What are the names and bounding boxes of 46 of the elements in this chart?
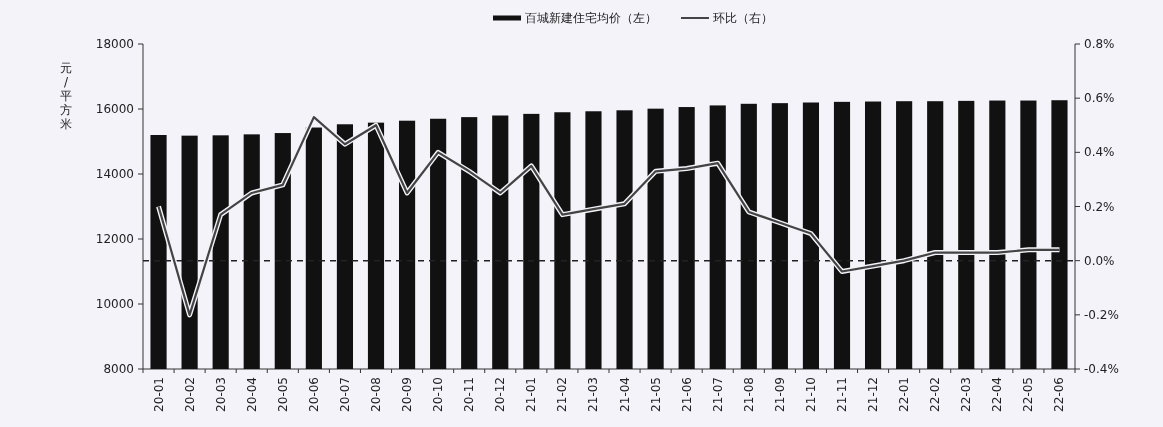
legend-label: 环比（右） <box>713 11 773 25</box>
y2-tick-label: 0.4% <box>1084 145 1115 160</box>
y2-tick-label: 0.6% <box>1084 91 1115 106</box>
y-tick-label: 10000 <box>95 297 134 311</box>
legend-label: 百城新建住宅均价（左） <box>525 11 657 25</box>
x-tick-label: 21-08 <box>741 377 756 412</box>
x-tick-label: 21-09 <box>772 377 787 412</box>
y2-tick-label: 0.0% <box>1084 253 1115 268</box>
y-tick-label: 16000 <box>95 102 134 116</box>
x-tick-label: 21-02 <box>555 377 570 412</box>
x-tick-label: 20-04 <box>244 377 259 412</box>
x-tick-label: 20-09 <box>400 377 415 412</box>
x-tick-label: 20-07 <box>337 377 352 412</box>
x-tick-label: 20-01 <box>151 377 166 412</box>
x-tick-label: 21-01 <box>524 377 539 412</box>
x-tick-label: 21-10 <box>803 377 818 412</box>
y2-tick-label: -0.2% <box>1084 307 1119 322</box>
x-tick-label: 22-03 <box>959 377 974 412</box>
x-tick-label: 21-07 <box>710 377 725 412</box>
x-tick-label: 20-08 <box>369 377 383 412</box>
x-tick-label: 20-06 <box>306 377 321 412</box>
y-tick-label: 12000 <box>95 232 134 246</box>
x-tick-label: 21-12 <box>866 377 881 412</box>
x-tick-label: 20-02 <box>182 377 197 412</box>
y-tick-label: 8000 <box>103 362 134 376</box>
x-tick-label: 20-03 <box>213 377 228 412</box>
x-tick-label: 20-12 <box>493 377 508 412</box>
x-tick-label: 20-10 <box>431 377 446 412</box>
x-tick-label: 22-05 <box>1021 377 1036 412</box>
y-tick-label: 18000 <box>95 37 134 51</box>
x-tick-label: 22-01 <box>897 377 912 412</box>
x-tick-label: 22-04 <box>990 377 1005 412</box>
x-tick-label: 21-06 <box>679 377 694 412</box>
x-tick-label: 21-04 <box>617 377 632 412</box>
y2-tick-label: -0.4% <box>1084 362 1119 376</box>
y-tick-label: 14000 <box>95 167 134 181</box>
x-tick-label: 21-05 <box>648 377 663 412</box>
x-tick-label: 22-06 <box>1052 377 1067 412</box>
x-tick-label: 22-02 <box>928 377 943 412</box>
y2-tick-label: 0.8% <box>1084 37 1115 51</box>
x-tick-label: 21-11 <box>835 377 849 412</box>
x-tick-label: 21-03 <box>586 377 601 412</box>
y2-tick-label: 0.2% <box>1084 199 1115 214</box>
y-axis-title: 元/平方米 <box>60 61 72 131</box>
x-tick-label: 20-11 <box>462 377 477 412</box>
x-tick-label: 20-05 <box>275 377 290 412</box>
